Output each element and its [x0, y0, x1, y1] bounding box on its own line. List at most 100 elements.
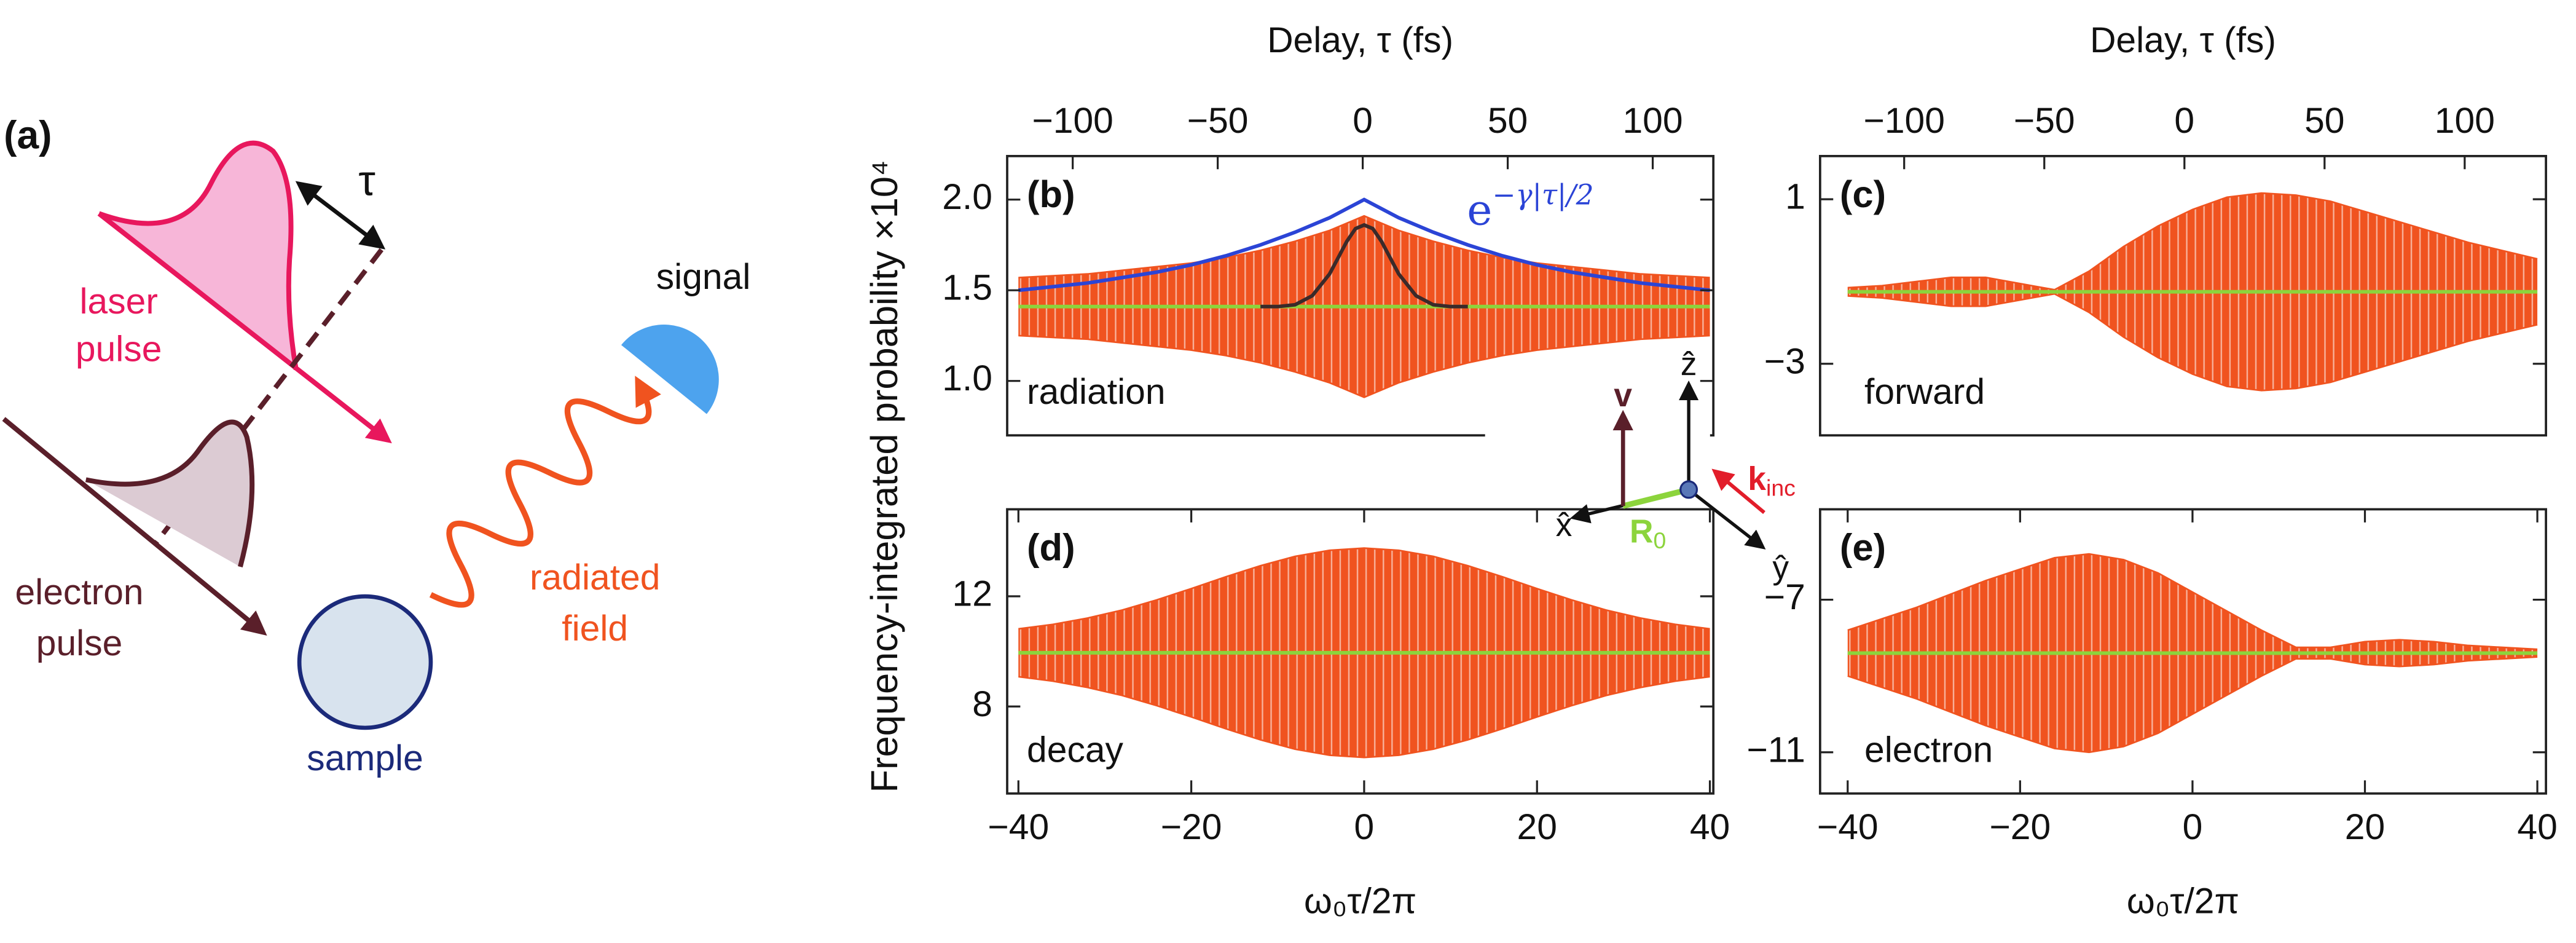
x2-axis-label: Delay, τ (fs)	[2090, 20, 2276, 60]
envelope-line	[1847, 656, 2538, 754]
x-axis-label: ω₀τ/2π	[1304, 881, 1416, 921]
panel-label: (d)	[1027, 527, 1075, 569]
signal-label: signal	[656, 257, 751, 297]
electron-label: electron	[15, 572, 143, 612]
x-label: x̂	[1556, 507, 1573, 543]
frame	[1006, 155, 1715, 437]
y-tick-label: −7	[1764, 577, 1805, 617]
y-axis	[1687, 488, 1766, 550]
laser-pulse	[98, 140, 299, 370]
plot-area	[1847, 192, 2538, 392]
envelope-line	[1847, 192, 2538, 291]
x-tick-label: 20	[1517, 807, 1557, 847]
formula-base: e	[1467, 186, 1492, 235]
x2-tick-label: 0	[1353, 101, 1373, 141]
x-tick-label: −20	[1989, 807, 2051, 847]
x2-tick-label: −50	[2014, 101, 2075, 141]
electron-label: pulse	[36, 623, 123, 663]
y-tick-label: 1.0	[942, 358, 992, 398]
panel-annotation: forward	[1864, 372, 1985, 412]
panel-annotation: electron	[1864, 730, 1993, 770]
radiated-wave	[429, 376, 661, 608]
panel-annotation: decay	[1027, 730, 1123, 770]
panel-annotation: radiation	[1027, 372, 1165, 412]
laser-label: laser	[79, 282, 157, 322]
laser-arrow	[97, 211, 392, 444]
frame	[1819, 155, 2547, 437]
delay-arrow	[295, 181, 386, 250]
schematic: (a) τ laser pulse electron pulse sample …	[2, 112, 751, 778]
y-tick-label: 8	[972, 684, 992, 724]
x-tick-label: 20	[2345, 807, 2385, 847]
x2-tick-label: 0	[2174, 101, 2194, 141]
x2-tick-label: 100	[2435, 101, 2495, 141]
tau-label: τ	[358, 157, 375, 205]
y-tick-label: −11	[1746, 730, 1805, 770]
v-label: v	[1614, 377, 1632, 414]
x2-tick-label: −100	[1032, 101, 1113, 141]
delay-line	[154, 248, 383, 544]
electron-pulse	[85, 419, 255, 568]
envelope-line	[1018, 676, 1710, 759]
y-axis-label: Frequency-integrated probability ×10⁴	[863, 160, 906, 792]
y-tick-label: 1.5	[942, 268, 992, 308]
y-tick-label: 12	[952, 574, 992, 614]
series-line	[1018, 197, 1710, 293]
panel-label: (c)	[1840, 173, 1886, 216]
x-tick-label: −40	[988, 807, 1049, 847]
k-base: k	[1748, 461, 1766, 497]
envelope-line	[1847, 293, 2538, 392]
x2-tick-label: −50	[1187, 101, 1249, 141]
formula: e−γ|τ|/2	[1467, 178, 1593, 235]
y-tick-label: 1	[1785, 177, 1805, 217]
laser-label: pulse	[76, 329, 162, 369]
x-tick-label: 40	[2517, 807, 2557, 847]
plot-area	[1018, 547, 1710, 759]
electron-arrow	[2, 417, 267, 636]
plot-area	[1847, 553, 2538, 754]
frame	[1819, 508, 2547, 795]
sample	[297, 594, 433, 730]
x2-axis-label: Delay, τ (fs)	[1267, 20, 1453, 60]
r0-sub: 0	[1653, 527, 1666, 553]
y-tick-label: −3	[1764, 341, 1805, 381]
x-tick-label: 0	[1354, 807, 1375, 847]
x-tick-label: 40	[1690, 807, 1730, 847]
panel-label: (e)	[1840, 527, 1886, 569]
envelope-line	[1847, 553, 2538, 650]
detector	[621, 325, 719, 414]
envelope-line	[1018, 215, 1710, 278]
geometry-inset: ẑ x̂ ŷ v kinc R0	[1485, 346, 1796, 586]
laser-pulse-fill	[99, 143, 296, 370]
x2-tick-label: 50	[1488, 101, 1528, 141]
panel-label: (b)	[1027, 173, 1075, 216]
r0-label: R0	[1630, 514, 1666, 553]
frame	[1006, 508, 1715, 795]
k-label: kinc	[1748, 461, 1796, 500]
r0-vector	[1622, 486, 1690, 509]
k-sub: inc	[1766, 475, 1796, 500]
origin	[1679, 480, 1698, 499]
electron-pulse-fill	[85, 422, 253, 567]
y-label: ŷ	[1772, 550, 1789, 586]
x-tick-label: 0	[2183, 807, 2203, 847]
x2-tick-label: 50	[2304, 101, 2344, 141]
y-tick-label: 2.0	[942, 177, 992, 217]
k-vector	[1711, 468, 1765, 515]
x2-tick-label: 100	[1622, 101, 1683, 141]
x-tick-label: −40	[1817, 807, 1879, 847]
series-line	[1260, 223, 1468, 309]
envelope-line	[1018, 334, 1710, 398]
radiated-label: field	[562, 609, 628, 649]
panel-label: (a)	[4, 112, 52, 157]
formula-exponent: −γ|τ|/2	[1492, 178, 1593, 211]
envelope-line	[1018, 547, 1710, 630]
plot-area	[1018, 197, 1710, 398]
r0-base: R	[1630, 514, 1654, 550]
x-tick-label: −20	[1161, 807, 1222, 847]
x-axis-label: ω₀τ/2π	[2127, 881, 2239, 921]
x2-tick-label: −100	[1864, 101, 1945, 141]
